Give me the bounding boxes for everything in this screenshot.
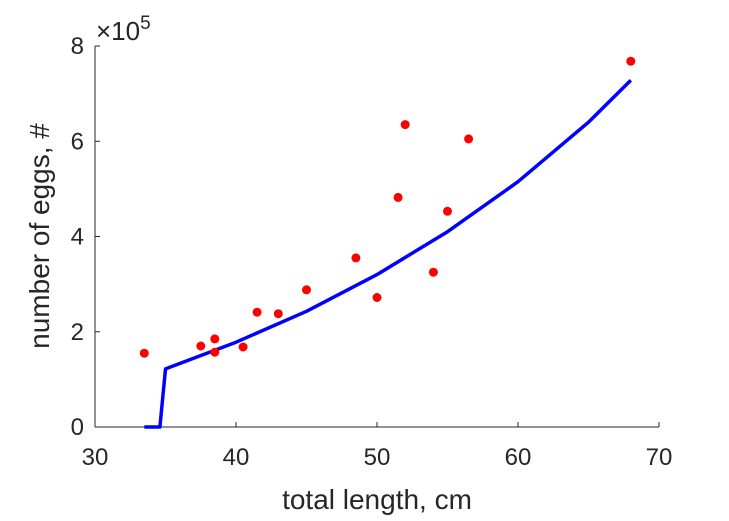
- y-tick-label: 6: [71, 128, 84, 155]
- y-axis-exponent-power: 5: [140, 13, 151, 34]
- x-tick-label: 60: [505, 444, 532, 471]
- x-tick-label: 30: [82, 444, 109, 471]
- y-tick-label: 2: [71, 319, 84, 346]
- fit-curve: [144, 79, 633, 429]
- y-axis-title: number of eggs, #: [24, 123, 55, 349]
- data-point: [393, 192, 403, 202]
- data-point: [139, 348, 149, 358]
- data-point: [464, 134, 474, 144]
- x-ticks: 30 40 50 60 70: [82, 422, 673, 471]
- data-point: [400, 120, 410, 130]
- y-tick-label: 4: [71, 224, 84, 251]
- data-point: [443, 206, 452, 216]
- x-tick-label: 40: [223, 444, 250, 471]
- y-axis-exponent: ×105: [96, 13, 151, 46]
- data-point: [626, 56, 636, 66]
- x-tick-label: 70: [646, 444, 673, 471]
- data-point: [252, 307, 262, 317]
- x-axis-title: total length, cm: [282, 484, 472, 515]
- data-point: [351, 253, 361, 263]
- plot-area: 30 40 50 60 70 0 2 4 6 8: [71, 33, 673, 471]
- y-ticks: 0 2 4 6 8: [71, 33, 100, 441]
- y-tick-label: 0: [71, 414, 84, 441]
- data-point: [302, 285, 311, 295]
- data-point: [210, 334, 220, 344]
- data-point: [428, 267, 438, 277]
- x-tick-label: 50: [364, 444, 391, 471]
- series-layer: [139, 56, 636, 429]
- y-tick-label: 8: [71, 33, 84, 60]
- data-point: [210, 347, 220, 357]
- data-point: [238, 342, 248, 352]
- data-point: [273, 309, 283, 319]
- y-axis-exponent-base: ×10: [96, 16, 140, 46]
- data-point: [372, 293, 382, 302]
- data-point: [196, 341, 206, 351]
